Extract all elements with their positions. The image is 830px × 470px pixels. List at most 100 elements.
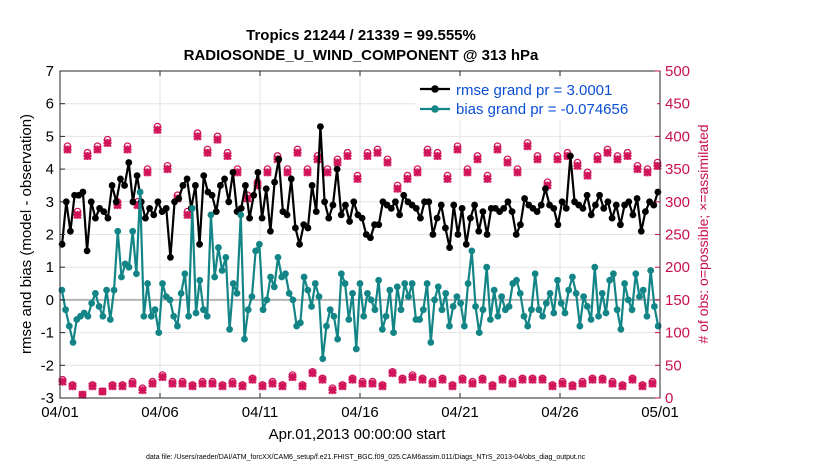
x-axis-ticks: 04/01 04/06 04/11 04/16 04/21 04/26 05/01	[41, 71, 679, 421]
bias-point	[494, 312, 502, 320]
rmse-point	[146, 204, 153, 212]
rmse-point	[129, 198, 137, 206]
obs-assimilated-marker	[88, 381, 97, 391]
rmse-point	[267, 227, 274, 235]
rmse-point	[212, 208, 220, 216]
obs-assimilated-marker	[628, 375, 637, 384]
rmse-point	[637, 227, 645, 235]
obs-assimilated-marker	[298, 381, 307, 391]
bias-point	[248, 293, 256, 301]
y2-tick-label: 50	[665, 357, 682, 374]
bias-point	[416, 316, 424, 323]
rmse-point	[375, 221, 383, 229]
obs-assimilated-marker	[358, 379, 367, 388]
obs-assimilated-marker	[278, 381, 287, 391]
bias-point	[557, 299, 565, 307]
obs-assimilated-marker	[453, 145, 462, 154]
bias-point	[472, 303, 479, 310]
rmse-point	[425, 198, 433, 206]
bias-point	[200, 306, 207, 314]
obs-assimilated-marker	[488, 381, 497, 391]
obs-count-markers	[58, 122, 662, 399]
rmse-point	[100, 208, 108, 216]
obs-assimilated-marker	[533, 155, 542, 164]
x-tick-label: 04/16	[341, 404, 379, 421]
legend: rmse grand pr = 3.0001 bias grand pr = -…	[415, 79, 657, 120]
bias-point	[99, 312, 107, 320]
rmse-point	[442, 224, 449, 232]
bias-point	[434, 283, 442, 291]
obs-assimilated-marker	[318, 375, 327, 384]
bias-point	[159, 280, 166, 287]
bias-point	[192, 309, 200, 317]
y2-axis-ticks: 0 50 100 150 200 250 300 350 400 450 500	[655, 63, 690, 407]
obs-assimilated-marker	[468, 379, 477, 388]
rmse-point	[237, 204, 245, 212]
obs-assimilated-marker	[428, 379, 437, 388]
obs-assimilated-marker	[393, 184, 402, 193]
rmse-point	[312, 208, 320, 216]
y-axis-ticks: -3 -2 -1 0 1 2 3 4 5 6 7	[41, 63, 65, 407]
bias-point	[177, 289, 185, 297]
bias-point	[539, 312, 547, 320]
bias-point	[375, 276, 383, 284]
bias-point	[561, 309, 569, 317]
y-tick-label: 4	[46, 161, 54, 178]
obs-assimilated-marker	[323, 168, 332, 177]
obs-assimilated-marker	[188, 381, 197, 391]
data-file-footnote: data file: /Users/raeder/DAI/ATM_forcXX/…	[146, 454, 586, 461]
chart-subtitle: RADIOSONDE_U_WIND_COMPONENT @ 313 hPa	[184, 47, 539, 64]
rmse-point	[342, 201, 349, 209]
obs-assimilated-marker	[608, 379, 617, 388]
obs-assimilated-marker	[478, 375, 487, 384]
rmse-point	[254, 168, 262, 176]
rmse-point	[512, 231, 520, 238]
bias-point	[289, 296, 297, 304]
y-tick-label: 6	[46, 96, 54, 113]
bias-point	[457, 299, 465, 307]
rmse-point	[79, 188, 87, 196]
bias-point	[587, 316, 595, 323]
obs-assimilated-marker	[598, 375, 607, 384]
bias-point	[185, 312, 192, 320]
y-tick-label: -3	[41, 390, 54, 407]
bias-point	[226, 325, 233, 333]
bias-point	[147, 312, 155, 320]
obs-assimilated-marker	[193, 132, 202, 141]
bias-point	[285, 289, 293, 297]
x-tick-label: 04/06	[141, 404, 179, 421]
bias-point	[229, 280, 237, 287]
rmse-point	[554, 221, 562, 229]
rmse-point	[246, 214, 253, 222]
y2-tick-label: 450	[665, 96, 690, 113]
bias-point	[636, 293, 643, 301]
obs-assimilated-marker	[573, 161, 582, 171]
obs-assimilated-marker	[638, 381, 647, 391]
obs-assimilated-marker	[588, 375, 597, 384]
rmse-point	[412, 204, 420, 212]
obs-assimilated-marker	[78, 390, 87, 399]
obs-assimilated-marker	[558, 379, 567, 388]
y2-tick-label: 400	[665, 128, 690, 145]
obs-assimilated-marker	[528, 375, 537, 384]
obs-assimilated-marker	[373, 148, 382, 157]
rmse-point	[387, 204, 395, 212]
rmse-point	[104, 214, 112, 222]
rmse-point	[162, 204, 170, 212]
rmse-point	[504, 198, 512, 206]
rmse-point	[367, 234, 374, 242]
bias-point	[118, 273, 125, 281]
obs-assimilated-marker	[538, 375, 547, 384]
bias-point	[643, 312, 651, 320]
rmse-point	[275, 155, 283, 163]
obs-assimilated-marker	[568, 381, 577, 391]
bias-point	[580, 293, 588, 301]
obs-assimilated-marker	[108, 381, 117, 391]
rmse-point	[600, 204, 608, 212]
rmse-point	[208, 191, 216, 199]
rmse-point	[225, 198, 233, 206]
rmse-point	[508, 208, 516, 216]
rmse-point	[112, 198, 120, 206]
rmse-point	[467, 214, 474, 222]
